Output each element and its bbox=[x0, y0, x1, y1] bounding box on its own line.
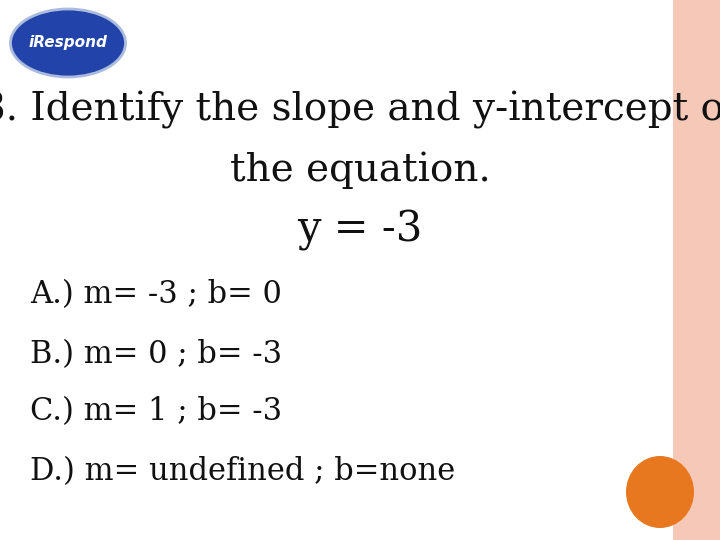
Text: C.) m= 1 ; b= -3: C.) m= 1 ; b= -3 bbox=[30, 396, 282, 428]
Text: D.) m= undefined ; b=none: D.) m= undefined ; b=none bbox=[30, 456, 455, 488]
Text: B.) m= 0 ; b= -3: B.) m= 0 ; b= -3 bbox=[30, 340, 282, 370]
Text: the equation.: the equation. bbox=[230, 151, 490, 189]
Text: A.) m= -3 ; b= 0: A.) m= -3 ; b= 0 bbox=[30, 280, 282, 310]
Ellipse shape bbox=[11, 9, 125, 77]
Text: 8. Identify the slope and y-intercept of: 8. Identify the slope and y-intercept of bbox=[0, 91, 720, 129]
Ellipse shape bbox=[626, 456, 694, 528]
Text: y = -3: y = -3 bbox=[297, 209, 423, 251]
Text: iRespond: iRespond bbox=[29, 36, 107, 51]
